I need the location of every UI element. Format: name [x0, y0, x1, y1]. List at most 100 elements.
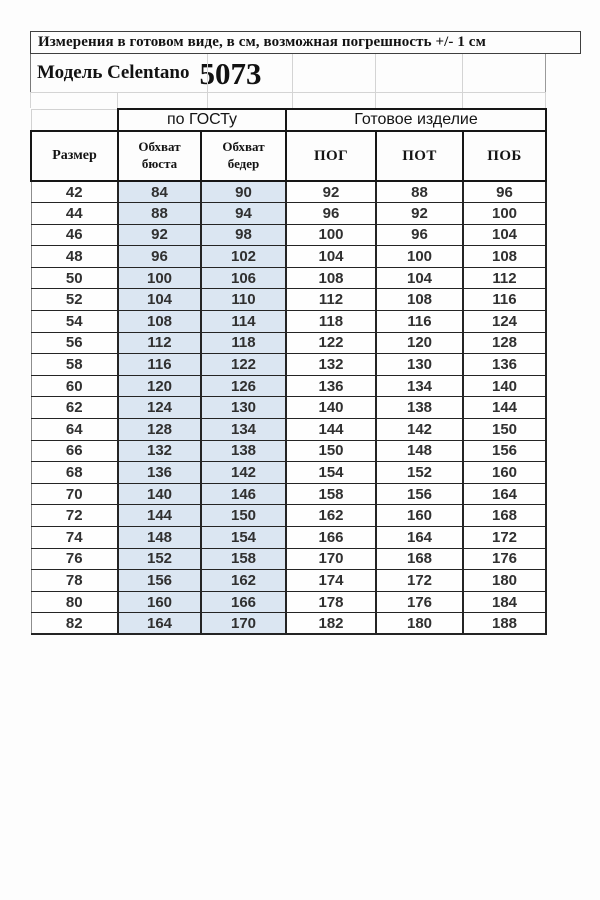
gridline: [462, 92, 463, 108]
column-header-bust: Обхват бюста: [117, 130, 202, 182]
value-cell: 184: [462, 590, 547, 614]
value-cell: 118: [285, 310, 377, 333]
value-cell: 88: [375, 180, 464, 204]
value-cell: 136: [285, 374, 377, 398]
table-row: 74 148 154 166 164 172: [30, 526, 547, 549]
value-cell: 130: [200, 396, 287, 420]
value-cell: 148: [117, 526, 202, 549]
value-cell: 108: [285, 266, 377, 290]
value-cell: 92: [285, 180, 377, 204]
value-cell: 92: [117, 223, 202, 247]
value-cell: 150: [462, 418, 547, 441]
value-cell: 138: [375, 396, 464, 420]
value-cell: 138: [200, 439, 287, 463]
value-cell: 164: [117, 612, 202, 636]
value-cell: 160: [117, 590, 202, 614]
group-header-row: по ГОСТу Готовое изделие: [30, 108, 547, 132]
column-header-hips: Обхват бедер: [200, 130, 287, 182]
value-cell: 188: [462, 612, 547, 636]
size-cell: 50: [30, 266, 119, 290]
value-cell: 96: [117, 245, 202, 268]
value-cell: 140: [462, 374, 547, 398]
value-cell: 116: [117, 353, 202, 376]
value-cell: 142: [200, 461, 287, 484]
value-cell: 100: [375, 245, 464, 268]
value-cell: 90: [200, 180, 287, 204]
size-cell: 68: [30, 461, 119, 484]
value-cell: 110: [200, 288, 287, 312]
value-cell: 158: [200, 547, 287, 571]
value-cell: 122: [200, 353, 287, 376]
column-header-pob: ПОБ: [462, 130, 547, 182]
table-row: 70 140 146 158 156 164: [30, 482, 547, 506]
value-cell: 134: [375, 374, 464, 398]
value-cell: 154: [285, 461, 377, 484]
table-row: 68 136 142 154 152 160: [30, 461, 547, 484]
group-header-finished: Готовое изделие: [285, 108, 547, 132]
value-cell: 104: [285, 245, 377, 268]
gridline: [545, 54, 546, 92]
value-cell: 170: [285, 547, 377, 571]
gridline: [462, 54, 463, 92]
value-cell: 92: [375, 202, 464, 225]
value-cell: 108: [375, 288, 464, 312]
value-cell: 140: [117, 482, 202, 506]
table-row: 54 108 114 118 116 124: [30, 310, 547, 333]
table-row: 52 104 110 112 108 116: [30, 288, 547, 312]
value-cell: 124: [117, 396, 202, 420]
gridline: [30, 92, 31, 108]
size-cell: 62: [30, 396, 119, 420]
value-cell: 166: [200, 590, 287, 614]
size-cell: 52: [30, 288, 119, 312]
table-row: 64 128 134 144 142 150: [30, 418, 547, 441]
value-cell: 96: [462, 180, 547, 204]
value-cell: 102: [200, 245, 287, 268]
value-cell: 120: [117, 374, 202, 398]
value-cell: 112: [285, 288, 377, 312]
value-cell: 84: [117, 180, 202, 204]
table-row: 82 164 170 182 180 188: [30, 612, 547, 636]
gridline: [375, 54, 376, 92]
value-cell: 108: [462, 245, 547, 268]
value-cell: 98: [200, 223, 287, 247]
value-cell: 182: [285, 612, 377, 636]
value-cell: 164: [462, 482, 547, 506]
size-cell: 46: [30, 223, 119, 247]
value-cell: 108: [117, 310, 202, 333]
gridline: [207, 54, 208, 92]
value-cell: 132: [117, 439, 202, 463]
value-cell: 156: [117, 569, 202, 592]
value-cell: 152: [375, 461, 464, 484]
size-cell: 44: [30, 202, 119, 225]
table-row: 72 144 150 162 160 168: [30, 504, 547, 527]
size-table: по ГОСТу Готовое изделие Размер Обхват б…: [30, 108, 547, 636]
value-cell: 168: [462, 504, 547, 527]
table-row: 50 100 106 108 104 112: [30, 266, 547, 290]
value-cell: 150: [285, 439, 377, 463]
value-cell: 116: [375, 310, 464, 333]
size-table-body: 42 84 90 92 88 96 44 88 94 96 92 100 46 92 98 100 96 104 4…: [30, 180, 547, 636]
size-cell: 58: [30, 353, 119, 376]
size-cell: 70: [30, 482, 119, 506]
value-cell: 174: [285, 569, 377, 592]
size-cell: 66: [30, 439, 119, 463]
value-cell: 134: [200, 418, 287, 441]
size-cell: 78: [30, 569, 119, 592]
value-cell: 104: [117, 288, 202, 312]
table-row: 76 152 158 170 168 176: [30, 547, 547, 571]
value-cell: 132: [285, 353, 377, 376]
value-cell: 136: [462, 353, 547, 376]
table-row: 60 120 126 136 134 140: [30, 374, 547, 398]
column-header-size: Размер: [30, 130, 119, 182]
table-row: 44 88 94 96 92 100: [30, 202, 547, 225]
gridline: [545, 92, 546, 108]
value-cell: 162: [285, 504, 377, 527]
value-cell: 146: [200, 482, 287, 506]
value-cell: 144: [462, 396, 547, 420]
value-cell: 122: [285, 331, 377, 355]
value-cell: 124: [462, 310, 547, 333]
size-cell: 48: [30, 245, 119, 268]
gridline: [117, 92, 118, 108]
value-cell: 158: [285, 482, 377, 506]
